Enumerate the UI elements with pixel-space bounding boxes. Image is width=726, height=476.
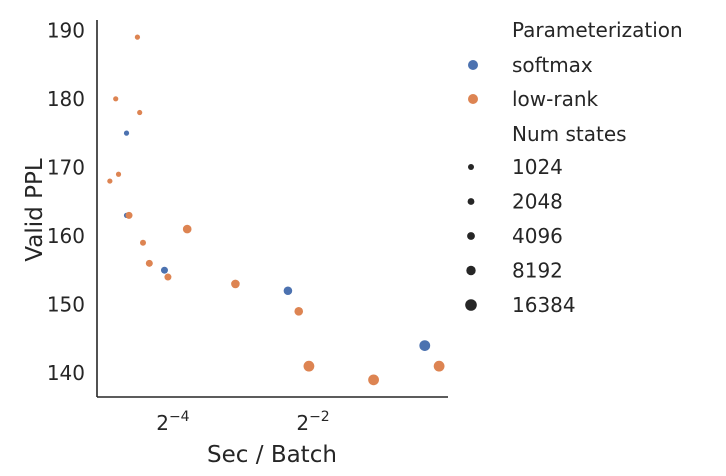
data-point-low-rank xyxy=(140,239,147,246)
data-point-low-rank xyxy=(231,279,240,289)
legend-size-label: 16384 xyxy=(512,293,576,317)
y-tick-label: 190 xyxy=(47,18,85,42)
legend-size-label: 2048 xyxy=(512,190,563,214)
legend-size-title: Num states xyxy=(512,122,627,146)
data-point-low-rank xyxy=(303,360,315,372)
y-tick-label: 150 xyxy=(47,292,85,316)
legend: Parameterization Num states softmax low-r… xyxy=(465,18,683,317)
legend-hue-title: Parameterization xyxy=(512,18,683,42)
y-axis-title: Valid PPL xyxy=(22,158,48,261)
x-axis-title: Sec / Batch xyxy=(207,442,337,468)
y-tick-label: 180 xyxy=(47,87,85,111)
data-point-softmax xyxy=(419,340,431,351)
y-tick-label: 140 xyxy=(47,361,85,385)
legend-size-marker xyxy=(467,232,475,240)
data-point-softmax xyxy=(160,266,168,274)
data-point-low-rank xyxy=(115,171,122,177)
y-tick-label: 160 xyxy=(47,224,85,248)
legend-label-low-rank: low-rank xyxy=(512,87,599,111)
data-point-low-rank xyxy=(164,273,172,281)
x-tick-label: 2−2 xyxy=(296,409,329,435)
y-axis: 140 150 160 170 180 190 xyxy=(47,18,98,397)
legend-hue-entries: softmax low-rank xyxy=(468,53,599,111)
data-point-low-rank xyxy=(433,360,445,372)
legend-size-label: 1024 xyxy=(512,155,563,179)
legend-marker-softmax xyxy=(468,60,478,70)
data-point-softmax xyxy=(283,286,293,296)
legend-label-softmax: softmax xyxy=(512,53,593,77)
legend-size-label: 8192 xyxy=(512,259,563,283)
legend-size-entries: 1024 2048 4096 8192 16384 xyxy=(465,155,576,317)
legend-size-marker xyxy=(467,198,475,205)
data-points xyxy=(107,34,445,386)
data-point-low-rank xyxy=(368,374,379,386)
data-point-low-rank xyxy=(137,109,143,116)
legend-marker-low-rank xyxy=(468,94,478,104)
legend-size-marker xyxy=(468,164,474,170)
data-point-low-rank xyxy=(182,224,192,234)
x-tick-label: 2−4 xyxy=(156,409,189,435)
data-point-low-rank xyxy=(125,211,133,219)
legend-size-marker xyxy=(466,265,476,276)
data-point-low-rank xyxy=(134,34,141,40)
legend-size-label: 4096 xyxy=(512,224,563,248)
data-point-low-rank xyxy=(294,307,304,316)
data-point-low-rank xyxy=(107,178,113,184)
data-point-low-rank xyxy=(145,259,153,267)
x-axis: 2−4 2−2 xyxy=(97,396,448,435)
y-tick-label: 170 xyxy=(47,155,85,179)
data-point-low-rank xyxy=(113,96,119,102)
legend-size-marker xyxy=(465,299,477,311)
data-point-softmax xyxy=(123,130,130,136)
